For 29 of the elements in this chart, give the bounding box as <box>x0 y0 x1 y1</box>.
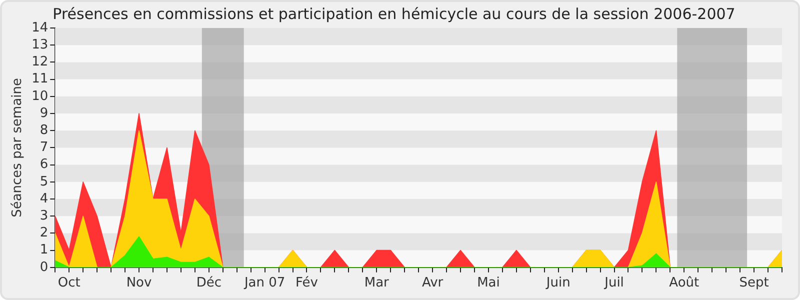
x-tick-label: Mar <box>364 276 390 291</box>
x-tick-label: Juil <box>604 276 624 291</box>
x-tick-label: Avr <box>422 276 444 291</box>
chart-title: Présences en commissions et participation en hémicycle au cours de la session 2006-2007 <box>52 4 736 23</box>
y-tick-label: 3 <box>40 208 48 224</box>
y-tick-label: 7 <box>40 140 48 156</box>
y-axis-title: Séances par semaine <box>10 78 26 218</box>
y-tick-label: 11 <box>32 72 48 87</box>
y-tick-label: 0 <box>40 260 48 275</box>
x-tick-label: Oct <box>58 276 80 291</box>
y-tick-label: 2 <box>40 226 48 241</box>
y-tick-label: 10 <box>32 88 48 104</box>
x-tick-label: Nov <box>126 276 152 291</box>
y-tick-label: 1 <box>40 242 48 258</box>
x-tick-label: Juin <box>545 276 570 291</box>
y-tick-label: 5 <box>40 174 48 190</box>
y-tick-label: 9 <box>40 106 48 121</box>
x-tick-label: Sept <box>739 276 769 291</box>
y-tick-label: 12 <box>32 54 48 70</box>
y-tick-label: 6 <box>40 157 48 172</box>
x-tick-label: Fév <box>296 276 318 291</box>
x-tick-label: Jan 07 <box>243 276 286 291</box>
y-tick-label: 13 <box>32 37 48 52</box>
x-tick-label: Mai <box>477 276 500 291</box>
x-tick-label: Déc <box>196 276 222 291</box>
y-tick-label: 4 <box>40 191 48 206</box>
x-tick-label: Août <box>669 276 700 291</box>
y-tick-label: 8 <box>40 122 48 138</box>
y-tick-label: 14 <box>32 20 48 36</box>
